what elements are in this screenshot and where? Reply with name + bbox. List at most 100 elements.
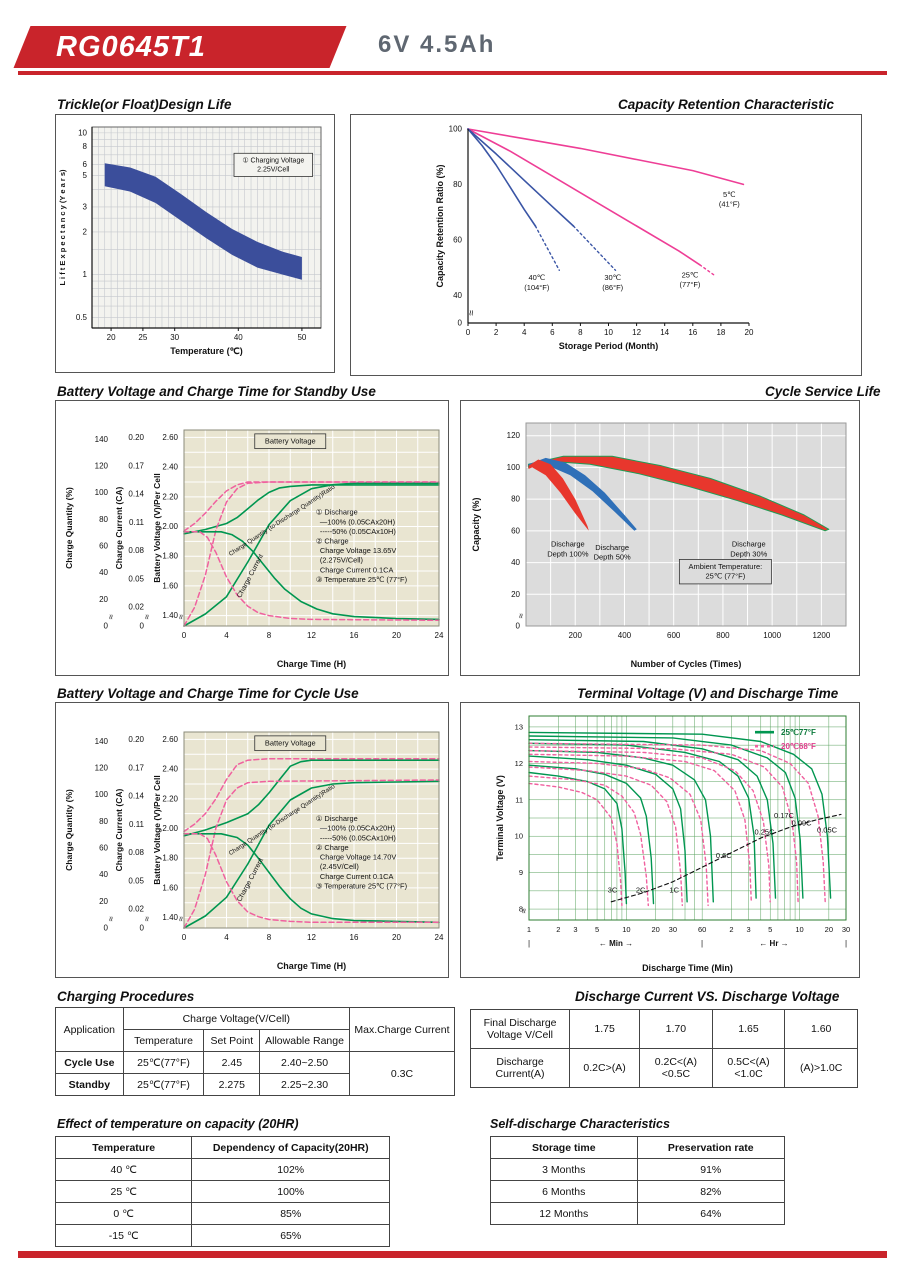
x-tick-label: 16	[350, 631, 359, 640]
series-20c-005c	[528, 742, 826, 903]
x-tick-label: 20	[825, 925, 833, 934]
chart-label: |	[701, 939, 703, 948]
y-tick-label: 8	[519, 905, 523, 914]
x-tick-label: 30	[669, 925, 677, 934]
y-tick-label: 2.40	[162, 463, 178, 472]
series-battery-voltage-50	[183, 481, 440, 532]
battery-spec: 6V 4.5Ah	[378, 31, 496, 58]
design-life-chart: 20 25 30 40 50 0.5 1 2 3 5 6 8 10 L i f t E x p e c t…	[58, 126, 322, 356]
label-box	[254, 735, 327, 752]
x-tick-label: 20	[652, 925, 660, 934]
chart-label: 5℃ (41°F)	[719, 190, 740, 209]
table-row: Standby 25℃(77°F) 2.275 2.25~2.30	[55, 1073, 455, 1096]
series-20c-025c	[528, 753, 752, 903]
x-tick-label: 10	[622, 925, 630, 934]
section-title-terminal-voltage: Terminal Voltage (V) and Discharge Time	[577, 686, 839, 701]
x-tick-label: 2	[729, 925, 733, 934]
chart-label: ≈	[106, 615, 116, 620]
discharge-current-voltage-table: Final Discharge Voltage V/Cell 1.75 1.70…	[469, 1009, 858, 1088]
x-tick-label: 8	[267, 631, 272, 640]
chart-label: ≈	[142, 615, 152, 620]
chart-label: Ambient Temperature: 25℃ (77°F)	[689, 562, 763, 581]
series-dod30-band	[528, 455, 830, 532]
cell: 1.70	[639, 1009, 713, 1049]
y-tick-label: 60	[453, 235, 462, 244]
x-tick-label: 4	[224, 631, 229, 640]
cell: 2.275	[203, 1073, 261, 1096]
section-title-temp-capacity: Effect of temperature on capacity (20HR)	[57, 1117, 299, 1131]
x-axis-title: Temperature (℃)	[170, 346, 242, 356]
y-tick-label: 2.00	[162, 522, 178, 531]
series-charge-current-100	[183, 833, 440, 924]
x-tick-label: 2	[494, 328, 499, 337]
series-20c-1c	[528, 766, 684, 907]
y-tick-label: 9	[519, 868, 523, 877]
section-title-design-life: Trickle(or Float)Design Life	[57, 97, 232, 112]
chart-label: 0.05C	[817, 826, 838, 835]
x-tick-label: 3	[573, 925, 577, 934]
y-tick-label: 120	[507, 431, 521, 440]
cell: -15 ℃	[54, 1224, 193, 1247]
capacity-retention-chart: 0 2 4 6 8 10 12 14 16 18 20 100 80 60 40 0 Capacity Rete…	[435, 125, 754, 352]
cell: 0.2C>(A)	[569, 1048, 641, 1088]
y-tick-label: 1.60	[162, 581, 178, 590]
x-tick-label: 8	[578, 328, 583, 337]
x-tick-label: 4	[522, 328, 527, 337]
chart-label: ≈	[176, 615, 186, 620]
series-25c-017c	[528, 739, 777, 899]
cell: 25℃(77°F)	[122, 1051, 205, 1074]
x-tick-label: 24	[435, 631, 444, 640]
cell: 0.3C	[348, 1051, 456, 1096]
y-tick-label: 6	[83, 160, 88, 169]
cell: 1.75	[569, 1009, 641, 1049]
header-cell: Application	[55, 1007, 124, 1052]
series-charge-current-50	[183, 531, 440, 622]
cell: Cycle Use	[55, 1051, 124, 1074]
cell: 65%	[191, 1224, 390, 1247]
x-axis-title: Number of Cycles (Times)	[631, 659, 742, 669]
x-tick-label: 12	[307, 631, 316, 640]
header-cell: Preservation rate	[636, 1136, 785, 1159]
series-temp-25c-dotted	[699, 264, 716, 277]
x-tick-label: 600	[667, 631, 681, 640]
x-tick-label: 10	[795, 925, 803, 934]
x-tick-label: 10	[604, 328, 613, 337]
x-tick-label: 5	[595, 925, 599, 934]
x-tick-label: 40	[234, 333, 243, 342]
y-tick-label: 10	[78, 128, 87, 137]
y-tick-label: 2	[83, 227, 88, 236]
y-tick-label: 0.02	[128, 905, 144, 914]
y-tick-label: 60	[511, 526, 520, 535]
y-tick-label: 0.05	[128, 574, 144, 583]
cycle-service-life-box: 200 400 600 800 1000 1200 0 20 40 60 80 100 120 Capac…	[460, 400, 860, 676]
section-title-self-discharge: Self-discharge Characteristics	[490, 1117, 670, 1131]
table-row: Temperature Set Point Allowable Range	[56, 1029, 455, 1052]
cell: 25℃(77°F)	[122, 1073, 205, 1096]
series-temp-25c	[467, 128, 701, 266]
series-temp-30c	[467, 128, 575, 227]
x-tick-label: 1	[527, 925, 531, 934]
y-tick-label: 80	[99, 817, 108, 826]
section-title-standby-charge: Battery Voltage and Charge Time for Stan…	[57, 384, 376, 399]
chart-label: ≈	[142, 917, 152, 922]
y-tick-label: 0.11	[129, 518, 145, 527]
y-tick-label: 20	[511, 590, 520, 599]
y-tick-label: 80	[453, 180, 462, 189]
terminal-voltage-box: 1 2 3 5 10 20 30 60 2 3 5 10 20 30 8 9 10 11 12 13 Terminal …	[460, 702, 860, 978]
cell: 82%	[636, 1180, 785, 1203]
y-tick-label: 2.20	[162, 492, 178, 501]
section-title-discharge-cv: Discharge Current VS. Discharge Voltage	[575, 989, 840, 1004]
y-tick-label: 40	[99, 568, 108, 577]
series-battery-voltage-100	[183, 484, 440, 535]
chart-label: ≈	[176, 917, 186, 922]
cell: 64%	[636, 1202, 785, 1225]
section-title-cycle-charge: Battery Voltage and Charge Time for Cycl…	[57, 686, 359, 701]
y-tick-label: 100	[95, 488, 109, 497]
y-tick-label: 0.20	[128, 433, 144, 442]
x-tick-label: 2	[556, 925, 560, 934]
x-tick-label: 200	[569, 631, 583, 640]
chart-label: 1C	[669, 886, 679, 895]
y-tick-label: 40	[511, 558, 520, 567]
x-tick-label: 20	[107, 333, 116, 342]
